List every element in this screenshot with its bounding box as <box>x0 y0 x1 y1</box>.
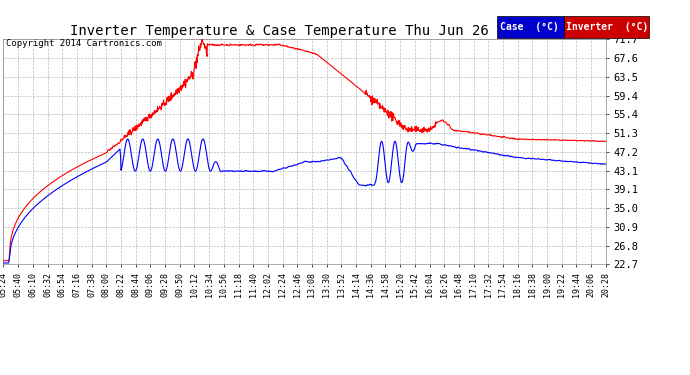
Title: Inverter Temperature & Case Temperature Thu Jun 26 20:30: Inverter Temperature & Case Temperature … <box>70 24 539 38</box>
Text: Case  (°C): Case (°C) <box>500 22 559 32</box>
Text: Inverter  (°C): Inverter (°C) <box>566 22 648 32</box>
Text: Copyright 2014 Cartronics.com: Copyright 2014 Cartronics.com <box>6 39 161 48</box>
